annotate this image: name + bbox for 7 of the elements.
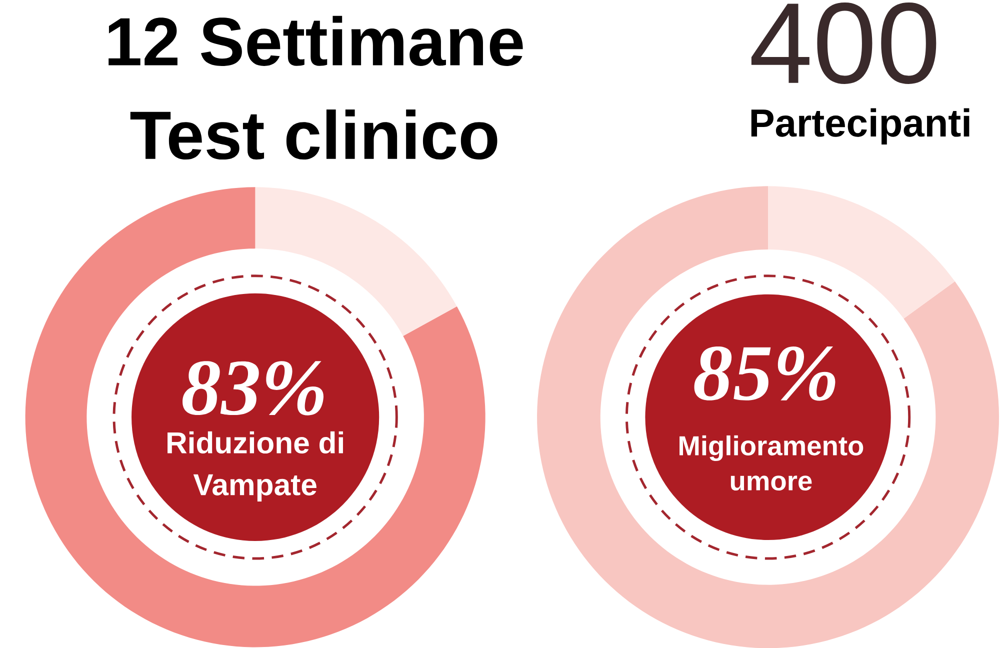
text: Partecipanti: [751, 108, 970, 144]
text: 12 Settimane Test clinico: [108, 16, 523, 160]
text: 400: [751, 2, 936, 84]
slice-label: Miglioramento umore: [680, 435, 864, 490]
data-label: 85%: [694, 346, 836, 401]
data-label: 83%: [182, 361, 324, 416]
slice-label: Riduzione di Vampate: [168, 431, 343, 502]
